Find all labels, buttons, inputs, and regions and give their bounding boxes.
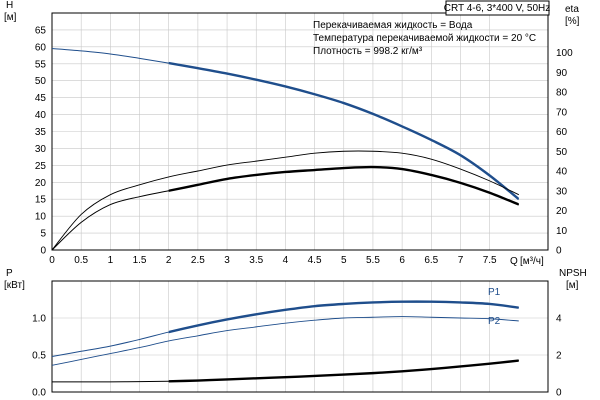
y-left-tick-label: 25: [35, 161, 47, 172]
y-left-tick-label: 40: [35, 110, 47, 121]
top-series-0-operating-range: [168, 61, 519, 201]
x-tick-label: 6: [399, 255, 405, 266]
top-series-1-line: [51, 150, 520, 251]
bottom-series-2-operating-range: [168, 359, 519, 383]
info-line-fluid: Перекачиваемая жидкость = Вода: [313, 20, 473, 31]
y-left-label-top: H: [6, 0, 13, 11]
y-right-tick-label: 40: [556, 167, 568, 178]
x-tick-label: 1: [108, 255, 114, 266]
y-left-tick-label: 1.0: [32, 314, 46, 325]
bottom-plot-frame: [51, 280, 549, 393]
bottom-series-0-operating-range: [168, 300, 519, 334]
y-left-tick-label: 50: [35, 76, 47, 87]
info-title-box: [445, 0, 550, 16]
top-plot-frame: [51, 12, 549, 251]
x-tick-label: 2: [166, 255, 172, 266]
info-line-temperature: Температура перекачиваемой жидкости = 20…: [313, 33, 536, 44]
y-right-tick-label: 4: [556, 314, 562, 325]
x-tick-label: 2.5: [191, 255, 205, 266]
x-tick-label: 0.5: [74, 255, 88, 266]
info-title: CRT 4-6, 3*400 V, 50Hz: [444, 3, 551, 14]
x-tick-label: 3: [224, 255, 230, 266]
y-left-tick-label: 60: [35, 42, 47, 53]
x-tick-label: 5.5: [366, 255, 380, 266]
bottom-series-1-line: [51, 316, 519, 366]
y-right-unit-top: [%]: [565, 16, 580, 27]
y-left-label-bottom: P: [6, 268, 13, 279]
y-left-unit-bottom: [кВт]: [4, 280, 25, 291]
x-tick-label: 5: [341, 255, 347, 266]
y-right-tick-label: 100: [556, 48, 573, 59]
y-left-tick-label: 5: [40, 229, 46, 240]
series-label-p1: P1: [488, 287, 501, 298]
y-right-tick-label: 80: [556, 88, 568, 99]
y-left-tick-label: 10: [35, 212, 47, 223]
y-right-tick-label: 20: [556, 206, 568, 217]
y-right-label-bottom: NPSH: [559, 268, 587, 279]
y-right-tick-label: 60: [556, 127, 568, 138]
y-left-unit-top: [м]: [4, 12, 17, 23]
y-left-tick-label: 0.0: [32, 388, 46, 399]
x-tick-label: 4: [283, 255, 289, 266]
y-right-tick-label: 90: [556, 68, 568, 79]
y-left-tick-label: 35: [35, 127, 47, 138]
y-right-label-top: eta: [565, 4, 579, 15]
y-right-tick-label: 50: [556, 147, 568, 158]
y-right-tick-label: 2: [556, 351, 562, 362]
x-tick-label: 0: [49, 255, 55, 266]
x-tick-label: 7.5: [483, 255, 497, 266]
bottom-grid: [51, 281, 548, 393]
y-left-tick-label: 30: [35, 144, 47, 155]
y-right-tick-label: 10: [556, 226, 568, 237]
y-left-tick-label: 0: [40, 246, 46, 257]
x-axis-unit: [м³/ч]: [520, 256, 544, 267]
y-right-tick-label: 0: [556, 388, 562, 399]
top-series-2-operating-range: [168, 165, 519, 206]
y-left-tick-label: 55: [35, 59, 47, 70]
y-left-tick-label: 65: [35, 25, 47, 36]
y-right-tick-label: 70: [556, 107, 568, 118]
top-series-group: [51, 48, 520, 251]
x-tick-label: 1.5: [133, 255, 147, 266]
y-right-tick-label: 0: [556, 246, 562, 257]
x-axis-label: Q: [510, 256, 518, 267]
y-left-tick-label: 45: [35, 93, 47, 104]
tick-labels: 0 0.5 1 1.5 2 2.5 3 3.5 4 4.5 5 5.5 6 6.5 7 7.505101520…: [32, 25, 573, 398]
y-left-tick-label: 15: [35, 195, 47, 206]
x-tick-label: 3.5: [249, 255, 263, 266]
y-left-tick-label: 0.5: [32, 351, 46, 362]
x-tick-label: 7: [458, 255, 464, 266]
x-tick-label: 6.5: [424, 255, 438, 266]
bottom-series-group: [51, 300, 519, 383]
y-left-tick-label: 20: [35, 178, 47, 189]
top-grid: [51, 13, 548, 251]
info-line-density: Плотность = 998.2 кг/м³: [313, 46, 423, 57]
x-tick-label: 4.5: [308, 255, 322, 266]
y-right-unit-bottom: [м]: [566, 280, 579, 291]
y-right-tick-label: 30: [556, 186, 568, 197]
series-label-p2: P2: [488, 316, 501, 327]
